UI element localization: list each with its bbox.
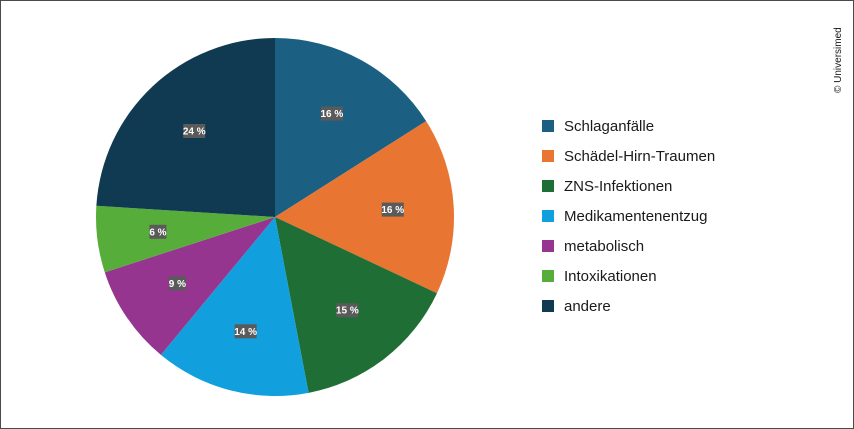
slice-data-label: 6 % [149, 227, 166, 238]
slice-label-background [183, 123, 206, 138]
slice-label-background [381, 202, 404, 217]
legend-label: ZNS-Infektionen [564, 177, 673, 195]
pie-slice-2 [275, 121, 454, 294]
legend-swatch [542, 270, 554, 282]
legend-item: Intoxikationen [542, 261, 715, 291]
legend-item: andere [542, 291, 715, 321]
slice-data-label: 14 % [234, 327, 257, 338]
slice-data-label: 24 % [183, 126, 206, 137]
legend-label: Medikamentenentzug [564, 207, 708, 225]
legend-swatch [542, 150, 554, 162]
legend-swatch [542, 180, 554, 192]
pie-slice-1 [275, 38, 427, 217]
legend-label: metabolisch [564, 237, 645, 255]
copyright-credit: © Universimed [827, 19, 854, 99]
legend-swatch [542, 300, 554, 312]
legend-label: Schädel-Hirn-Traumen [564, 147, 716, 165]
legend-item: ZNS-Infektionen [542, 171, 715, 201]
slice-label-background [168, 276, 186, 291]
legend-label: andere [564, 297, 611, 315]
slice-data-label: 16 % [320, 109, 343, 120]
legend-item: Schädel-Hirn-Traumen [542, 141, 715, 171]
legend-label: Schlaganfälle [564, 117, 655, 135]
legend-swatch [542, 240, 554, 252]
legend-item: Schlaganfälle [542, 111, 715, 141]
slice-data-label: 16 % [381, 205, 404, 216]
legend: Schlaganfälle Schädel-Hirn-Traumen ZNS-Inf… [542, 111, 715, 321]
pie-slice-5 [104, 217, 275, 355]
slice-label-background [336, 303, 359, 318]
slice-label-background [320, 106, 343, 121]
legend-swatch [542, 120, 554, 132]
pie-slice-6 [95, 205, 275, 273]
legend-item: Medikamentenentzug [542, 201, 715, 231]
credit-text: © Universimed [833, 27, 844, 93]
legend-swatch [542, 210, 554, 222]
slice-label-background [234, 324, 257, 339]
legend-item: metabolisch [542, 231, 715, 261]
legend-label: Intoxikationen [564, 267, 657, 285]
slice-data-label: 15 % [336, 306, 359, 317]
pie-slice-4 [160, 217, 309, 396]
slice-data-label: 9 % [169, 279, 186, 290]
slice-label-background [149, 224, 167, 239]
